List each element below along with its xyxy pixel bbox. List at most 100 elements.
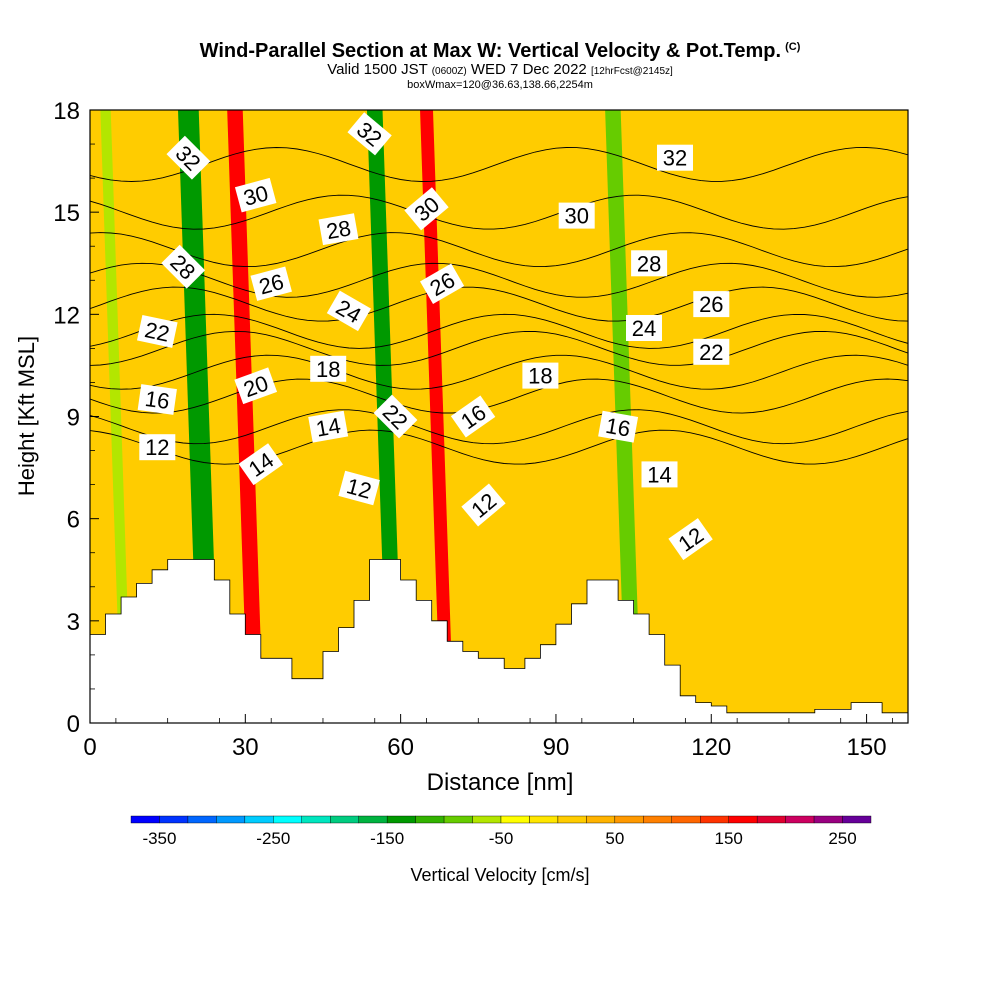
contour-label-text: 28 [637,251,661,276]
contour-label-box [139,434,176,461]
y-tick-label: 0 [67,711,80,738]
axes: 0 30 60 90 120 150 0 3 6 9 12 15 18 [53,98,893,761]
forecast-info: [12hrFcst@2145z] [590,66,673,77]
contour-label: 26 [250,266,292,301]
valid-prefix: Valid 1500 JST [327,61,428,78]
contour-label-box [631,250,668,277]
colorbar-swatch [557,815,587,824]
colorbar-swatch [756,815,786,824]
valid-date: WED 7 Dec 2022 [470,61,587,78]
terrain-mask [90,559,908,723]
contour-label-text: 14 [647,462,671,487]
x-tick-label: 120 [691,734,731,761]
contour-label-box [326,290,371,332]
contour-label-box [310,355,347,382]
title-text: Wind-Parallel Section at Max W: Vertical… [199,40,782,62]
colorbar-swatch [330,815,359,824]
contour-label-text: 22 [143,317,172,347]
colorbar-tick-label: 250 [828,829,856,848]
isentrope-line [90,194,908,230]
contour-label-box [450,395,496,438]
colorbar-swatch [443,815,473,824]
contour-label-text: 18 [316,357,340,382]
valid-time-line: Valid 1500 JST (0600Z) WED 7 Dec 2022 [1… [0,62,1000,80]
contour-label: 12 [338,470,380,506]
contour-label-box [461,483,506,527]
contour-label-box [318,213,359,246]
isentrope-line [90,262,908,298]
contour-label-box [347,112,392,156]
colorbar-swatch [813,815,843,824]
colorbar-swatch [386,815,416,824]
contour-label: 14 [641,461,678,488]
copyright-mark: (C) [785,41,801,53]
isentrope-line [90,286,908,322]
colorbar-swatch [643,815,672,824]
contour-label-box [338,470,380,506]
chart-title: Wind-Parallel Section at Max W: Vertical… [0,36,1000,62]
contour-label: 22 [136,314,178,348]
colorbar-swatch [159,815,189,824]
contour-label-box [657,144,693,171]
colorbar-swatch [586,815,616,824]
contour-label: 24 [626,315,662,341]
colorbar: -350 -250 -150 -50 50 150 250 [130,815,872,848]
contour-label-text: 18 [528,364,552,389]
contour-label-text: 32 [663,146,687,171]
colorbar-swatch [187,815,217,824]
isentrope-lines [90,147,908,465]
contour-label-box [693,338,730,365]
isentrope-line [90,232,908,268]
colorbar-swatch [244,815,274,824]
colorbar-swatch [301,815,331,824]
contour-label: 12 [139,434,176,461]
contour-label-box [308,410,349,443]
velocity-band [100,110,132,723]
box-info: boxWmax=120@36.63,138.66,2254m [407,79,593,91]
contour-label-box [238,443,284,486]
contour-label-box [166,135,211,180]
y-tick-label: 3 [67,609,80,636]
contour-label: 18 [522,362,559,389]
contour-label: 18 [310,355,347,382]
colorbar-swatch [500,815,530,824]
colorbar-swatch [614,815,644,824]
contour-label-box [373,394,418,439]
contour-label-text: 22 [699,340,723,365]
contour-label-box [641,461,678,488]
contour-label: 26 [693,291,730,318]
contour-label-box [234,367,278,405]
contour-label-text: 16 [143,386,171,414]
colorbar-swatch [130,815,160,824]
valid-utc: (0600Z) [431,66,467,77]
contour-label: 14 [308,410,349,443]
contour-label-text: 16 [604,413,632,442]
contour-label-text: 26 [699,292,723,317]
contour-label: 28 [318,213,359,246]
x-tick-label: 150 [847,734,887,761]
colorbar-swatch [785,815,815,824]
contour-label-box [234,177,277,213]
contour-label-box [558,202,595,229]
colorbar-swatch [728,815,758,824]
contour-label-box [137,384,177,415]
x-tick-label: 30 [232,734,259,761]
colorbar-swatch [842,815,872,824]
x-tick-label: 60 [387,734,414,761]
contour-label-box [420,263,465,304]
isentrope-line [90,354,908,390]
contour-label-box [626,315,662,341]
contour-label: 30 [234,177,277,213]
colorbar-tick-label: 50 [605,829,624,848]
contour-label-box [693,291,730,318]
colorbar-tick-label: -250 [256,829,290,848]
contour-label: 16 [598,410,639,443]
contour-label-box [668,518,713,561]
contour-label-box [404,187,449,231]
colorbar-tick-label: -50 [489,829,514,848]
isentrope-line [90,330,908,366]
x-axis-label: Distance [nm] [427,769,574,796]
contour-label: 28 [631,250,668,277]
